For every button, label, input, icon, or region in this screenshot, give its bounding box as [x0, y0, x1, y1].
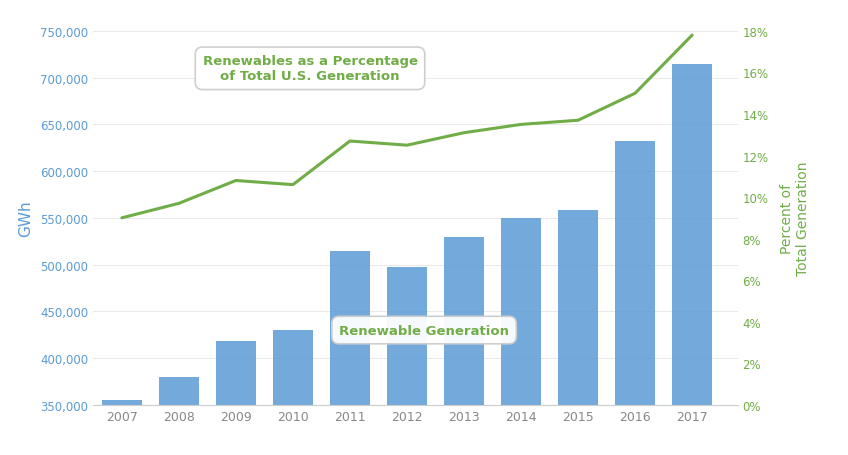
Bar [159, 377, 198, 455]
Bar [216, 342, 256, 455]
Bar [615, 142, 655, 455]
Bar [444, 237, 484, 455]
Text: Renewable Generation: Renewable Generation [339, 324, 509, 337]
Bar [501, 218, 541, 455]
Y-axis label: GWh: GWh [19, 200, 33, 237]
Bar [102, 400, 142, 455]
Bar [330, 251, 370, 455]
Text: Renewables as a Percentage
of Total U.S. Generation: Renewables as a Percentage of Total U.S.… [203, 55, 417, 83]
Y-axis label: Percent of
Total Generation: Percent of Total Generation [780, 161, 810, 276]
Bar [387, 268, 427, 455]
Bar [672, 65, 712, 455]
Bar [558, 211, 598, 455]
Bar [273, 330, 313, 455]
